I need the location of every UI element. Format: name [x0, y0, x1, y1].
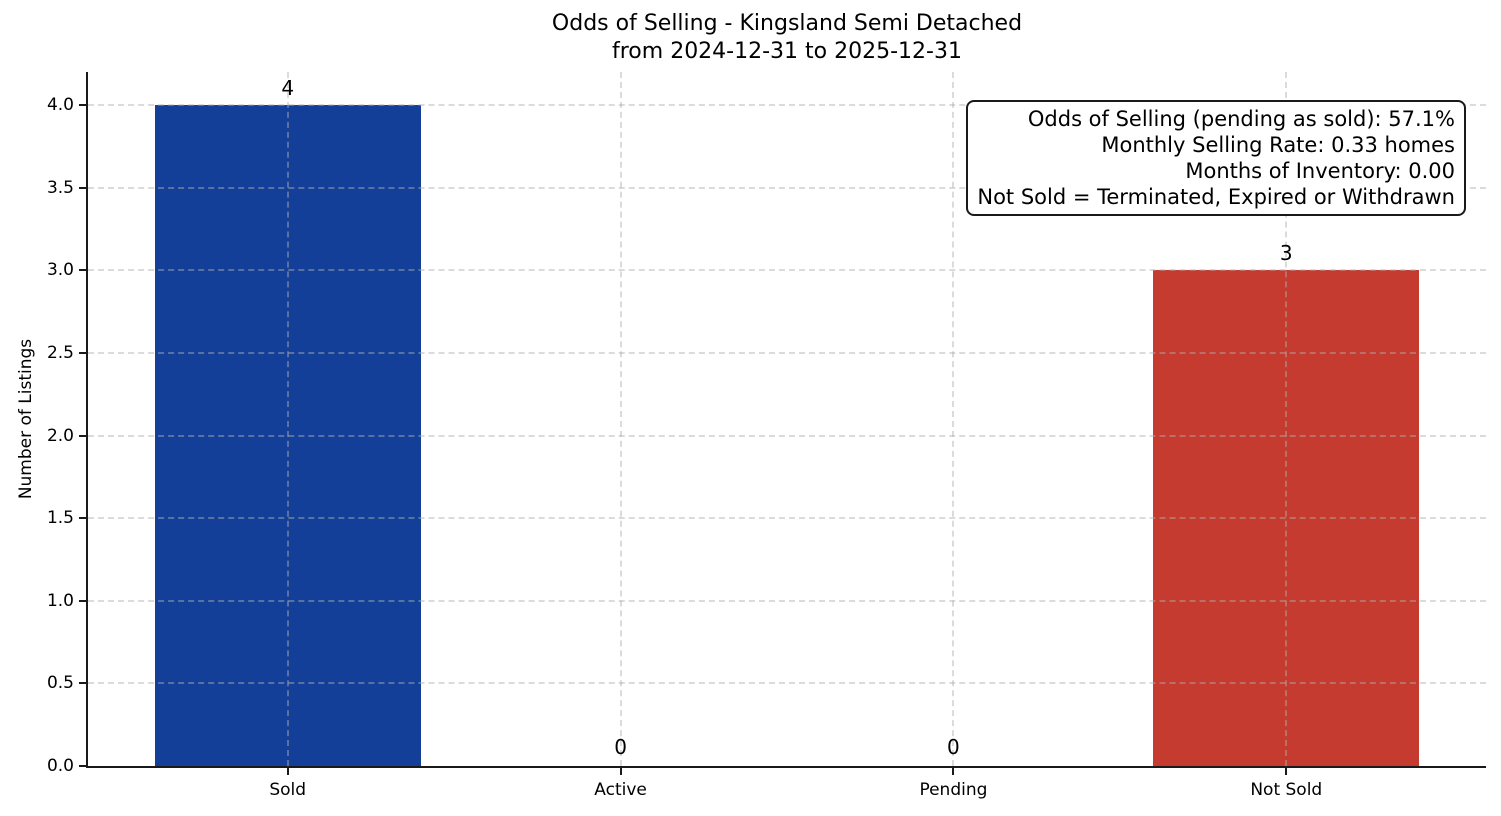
- x-tick-mark: [619, 768, 622, 775]
- y-tick-label: 0.0: [46, 756, 74, 776]
- x-tick-label: Not Sold: [1250, 780, 1323, 800]
- y-tick-label: 1.5: [46, 508, 74, 529]
- y-tick-mark: [79, 517, 86, 520]
- y-tick-mark: [79, 351, 86, 354]
- x-tick-label: Sold: [269, 780, 307, 800]
- y-tick-mark: [79, 765, 86, 767]
- chart-subtitle: from 2024-12-31 to 2025-12-31: [612, 39, 962, 64]
- plot-area: 4 0 0 3 0.0 0.5 1.0 1.5 2.0 2.5 3.0 3.5 4.0 Sold Act…: [47, 72, 1486, 800]
- stats-annotation-box: Odds of Selling (pending as sold): 57.1%…: [966, 100, 1466, 216]
- chart-title: Odds of Selling - Kingsland Semi Detache…: [551, 11, 1023, 36]
- annotation-line-inventory: Months of Inventory: 0.00: [1185, 159, 1455, 183]
- y-axis-label: Number of Listings: [16, 338, 36, 500]
- y-tick-mark: [79, 186, 86, 189]
- bar-sold: [154, 105, 421, 766]
- vertical-gridline: [952, 72, 955, 766]
- y-tick-mark: [79, 104, 86, 107]
- y-tick-mark: [79, 599, 86, 602]
- chart-title-block: Odds of Selling - Kingsland Semi Detache…: [88, 10, 1486, 66]
- y-tick-label: 0.5: [46, 673, 74, 694]
- bar-not-sold: [1153, 270, 1420, 766]
- annotation-line-monthly-rate: Monthly Selling Rate: 0.33 homes: [1101, 133, 1455, 157]
- left-spine: [86, 72, 88, 768]
- y-tick-label: 3.0: [46, 260, 74, 281]
- bar-value-label: 0: [947, 735, 960, 759]
- y-tick-mark: [79, 682, 86, 685]
- annotation-line-odds: Odds of Selling (pending as sold): 57.1%: [1027, 107, 1455, 131]
- y-tick-mark: [79, 434, 86, 437]
- annotation-line-not-sold-def: Not Sold = Terminated, Expired or Withdr…: [977, 185, 1455, 209]
- vertical-gridline: [619, 72, 622, 766]
- y-tick-label: 2.5: [46, 342, 74, 363]
- x-tick-mark: [952, 768, 955, 775]
- x-tick-label: Pending: [919, 780, 988, 800]
- x-tick-mark: [1285, 768, 1288, 775]
- y-tick-label: 3.5: [46, 177, 74, 198]
- x-tick-label: Active: [594, 780, 647, 800]
- x-tick-mark: [286, 768, 289, 775]
- bar-value-label: 4: [281, 76, 295, 101]
- y-tick-label: 4.0: [46, 95, 74, 116]
- y-tick-label: 1.0: [46, 590, 74, 611]
- bar-value-label: 3: [1279, 241, 1293, 266]
- y-tick-label: 2.0: [46, 425, 74, 446]
- y-tick-mark: [79, 269, 86, 272]
- bottom-spine: [86, 766, 1486, 768]
- bar-value-label: 0: [614, 735, 627, 759]
